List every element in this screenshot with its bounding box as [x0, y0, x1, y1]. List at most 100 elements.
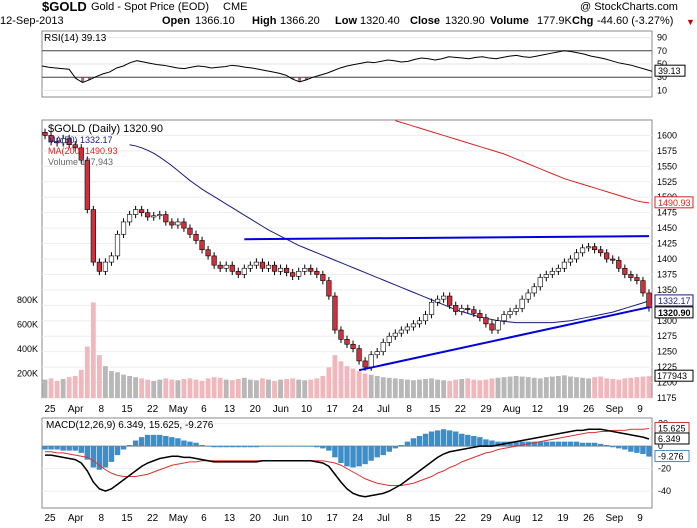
price-xtick-label: 15 [121, 404, 133, 415]
candle-body [483, 317, 489, 325]
volume-bar [66, 377, 72, 398]
high-label: High [252, 15, 277, 27]
candle-body [42, 132, 48, 136]
macd-xtick-label: 24 [352, 513, 364, 524]
price-xtick-label: Jul [377, 404, 390, 415]
macd-histogram-bar [60, 446, 66, 451]
volume-bar [163, 378, 169, 398]
volume-label: Volume [490, 15, 529, 27]
candle-body [555, 267, 561, 272]
volume-bar [543, 377, 549, 398]
volume-bar [90, 302, 96, 398]
macd-xtick-label: 22 [455, 513, 467, 524]
volume-bar [586, 378, 591, 398]
volume-bar [374, 375, 380, 398]
volume-bar [392, 378, 398, 398]
volume-bar [96, 355, 102, 398]
price-xtick-label: Jun [273, 404, 289, 415]
volume-bar [423, 379, 428, 398]
close-label: Close [410, 15, 440, 27]
candle-body [48, 135, 54, 142]
candle-body [175, 221, 181, 226]
candle-body [229, 264, 235, 272]
candle-body [616, 259, 622, 269]
candle-body [422, 314, 429, 322]
candle-body [133, 209, 139, 215]
volume-bar [411, 380, 416, 398]
volume-bar [640, 376, 646, 398]
volume-bar [435, 379, 441, 398]
price-xtick-label: 26 [583, 404, 595, 415]
macd-histogram-bar [380, 446, 386, 456]
macd-xtick-label: 10 [301, 513, 313, 524]
macd-histogram-bar [102, 446, 109, 468]
volume-bar [592, 377, 598, 398]
macd-histogram-bar [283, 446, 290, 447]
volume-value-tag [654, 369, 694, 382]
price-xtick-label: 6 [201, 404, 207, 415]
macd-histogram-bar [585, 442, 592, 447]
macd-xtick-label: Apr [68, 513, 84, 524]
volume-bar [531, 377, 537, 398]
macd-histogram-bar [428, 431, 435, 447]
volume-bar [604, 378, 610, 398]
candle-body [66, 138, 72, 146]
price-tick-label: 1375 [657, 269, 677, 279]
volume-bar [477, 380, 483, 398]
chart-header-top: $GOLD Gold - Spot Price (EOD) CME @ Stoc… [0, 0, 697, 14]
macd-histogram-bar [404, 441, 411, 447]
symbol: $GOLD [42, 0, 87, 14]
price-xtick-label: 17 [327, 404, 339, 415]
candle-body [139, 209, 145, 213]
macd-xtick-label: 20 [250, 513, 262, 524]
candle-body [489, 323, 495, 331]
macd-xtick-label: 26 [583, 513, 595, 524]
volume-bar [42, 379, 48, 398]
candle-body [314, 271, 320, 275]
macd-histogram-bar [386, 446, 392, 452]
macd-xtick-label: 9 [637, 513, 643, 524]
volume-bar [562, 375, 567, 398]
volume-bar [495, 377, 501, 398]
volume-bar [386, 377, 392, 398]
macd-histogram-bar [465, 434, 471, 447]
volume-value: 177.9K [537, 15, 572, 27]
volume-bar [235, 379, 241, 398]
candle-body [374, 351, 380, 356]
macd-histogram-bar [459, 433, 465, 447]
macd-histogram-bar [42, 446, 48, 450]
volume-bar [199, 380, 205, 398]
macd-histogram-bar [610, 446, 616, 448]
price-xtick-label: 12 [532, 404, 544, 415]
volume-bar [549, 376, 555, 398]
trendline [358, 306, 650, 372]
volume-bar [217, 377, 223, 398]
rsi-line [41, 50, 653, 84]
candle-body [368, 354, 374, 368]
volume-bar [568, 376, 573, 398]
watermark: @ StockCharts.com [580, 1, 678, 13]
candle-body [108, 255, 115, 263]
volume-bar [368, 374, 374, 398]
candle-body [386, 335, 392, 343]
candle-body [151, 215, 157, 218]
volume-bar [241, 377, 247, 398]
volume-bar [139, 378, 145, 398]
candle-body [598, 249, 604, 254]
macd-histogram-bar [555, 441, 562, 447]
macd-xtick-label: 15 [429, 513, 441, 524]
candle-body [126, 214, 133, 223]
macd-histogram-bar [229, 446, 235, 448]
price-xtick-label: 24 [352, 404, 364, 415]
macd-histogram-bar [223, 446, 229, 448]
candle-body [302, 267, 308, 272]
macd-histogram-bar [277, 446, 284, 447]
price-xtick-label: 22 [455, 404, 467, 415]
macd-histogram-bar [302, 446, 308, 447]
volume-bar [151, 380, 157, 398]
macd-histogram-bar [477, 437, 483, 447]
price-tick-label: 1425 [657, 239, 677, 249]
candle-body [634, 277, 640, 281]
volume-bar [465, 378, 471, 398]
volume-bar [326, 367, 332, 398]
